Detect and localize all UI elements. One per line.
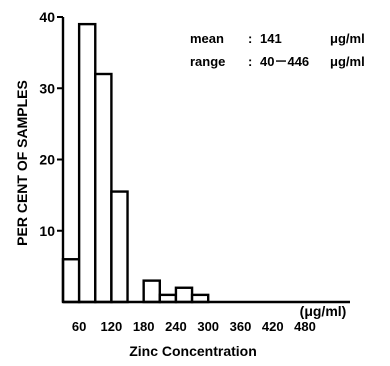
- x-tick-label-420: 420: [262, 319, 284, 334]
- y-tick-label-20: 20: [39, 152, 55, 168]
- annotation-0-value: 141: [260, 31, 282, 46]
- y-tick-label-10: 10: [39, 223, 55, 239]
- x-tick-label-240: 240: [165, 319, 187, 334]
- bar-90-120: [94, 72, 113, 304]
- bar-180-210: [142, 279, 162, 304]
- x-axis-unit: (μg/ml): [300, 303, 347, 319]
- annotation-0-sep: :: [248, 31, 252, 46]
- y-tick-label-30: 30: [39, 80, 55, 96]
- annotation-0-label: mean: [190, 31, 224, 46]
- x-tick-label-300: 300: [197, 319, 219, 334]
- x-tick-label-360: 360: [230, 319, 252, 334]
- annotation-1-sep: :: [248, 54, 252, 69]
- y-tick-label-40: 40: [39, 9, 55, 25]
- x-tick-label-60: 60: [72, 319, 86, 334]
- bar-120-150: [110, 190, 129, 304]
- bar-30-60: [61, 258, 81, 304]
- bars-group: [61, 22, 210, 304]
- x-tick-label-120: 120: [101, 319, 123, 334]
- y-axis-label: PER CENT OF SAMPLES: [14, 80, 30, 246]
- bar-240-270: [174, 286, 194, 304]
- axes-group: [57, 16, 350, 304]
- x-tick-label-480: 480: [294, 319, 316, 334]
- labels-group: 10 20 30 40 60 120 180 240 300 360 420 480 Zinc Conc…: [14, 9, 365, 359]
- bar-60-90: [77, 22, 97, 304]
- annotation-0-unit: μg/ml: [330, 31, 365, 46]
- annotation-1-unit: μg/ml: [330, 54, 365, 69]
- x-axis-label: Zinc Concentration: [129, 343, 257, 359]
- annotation-1-label: range: [190, 54, 225, 69]
- annotation-1-value: 40－446: [260, 54, 309, 69]
- x-tick-label-180: 180: [133, 319, 155, 334]
